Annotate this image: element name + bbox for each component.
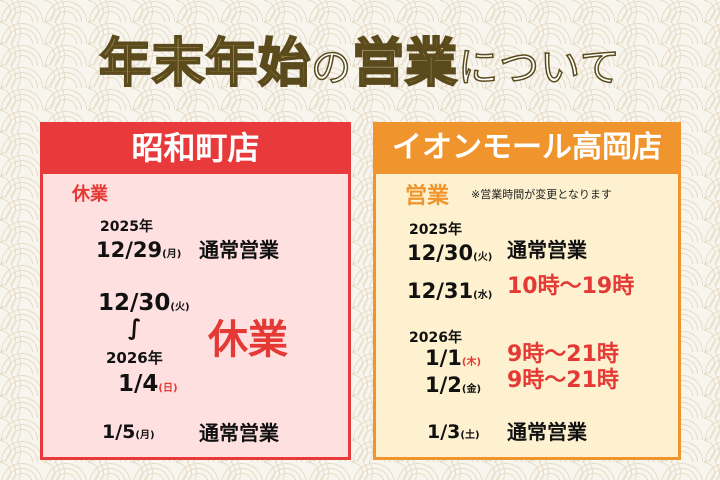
title-part: 年末年始 (98, 34, 312, 94)
year-label: 2025年 (100, 219, 153, 235)
hours: 通常営業 (507, 238, 587, 262)
hours: 通常営業 (199, 421, 279, 445)
showacho-store-panel: 昭和町店 (40, 122, 351, 460)
date: 12/30(火) (98, 290, 190, 316)
store-name: 昭和町店 (40, 122, 351, 174)
date: 1/4(日) (118, 371, 178, 397)
range-tilde-icon: ∫ (128, 316, 142, 341)
closed-label: 休業 (208, 317, 288, 363)
title-part: について (457, 45, 621, 91)
hours: 9時～21時 (507, 342, 619, 367)
hours: 10時～19時 (507, 274, 635, 299)
date: 1/3(土) (427, 421, 480, 443)
date: 1/5(月) (102, 421, 155, 443)
hours: 通常営業 (199, 238, 279, 262)
status-label: 休業 (72, 184, 108, 205)
hours: 9時～21時 (507, 368, 619, 393)
year-label: 2025年 (409, 222, 462, 238)
note: ※営業時間が変更となります (471, 188, 612, 201)
hours: 通常営業 (507, 420, 587, 444)
status-label: 営業 (405, 184, 450, 209)
date: 12/29(月) (96, 238, 182, 262)
date: 12/30(火) (407, 241, 493, 265)
store-name: イオンモール高岡店 (373, 122, 681, 174)
year-label: 2026年 (409, 330, 462, 346)
date: 1/1(木) (425, 346, 482, 370)
date: 1/2(金) (425, 373, 482, 397)
date: 12/31(水) (407, 279, 493, 303)
title-part: 営業 (351, 34, 459, 94)
year-label: 2026年 (106, 349, 163, 367)
title-part: の (310, 45, 353, 91)
aeon-takaoka-store-panel: イオンモール高岡店 (373, 122, 681, 460)
page-title: 年末年始の営業について (0, 34, 720, 94)
